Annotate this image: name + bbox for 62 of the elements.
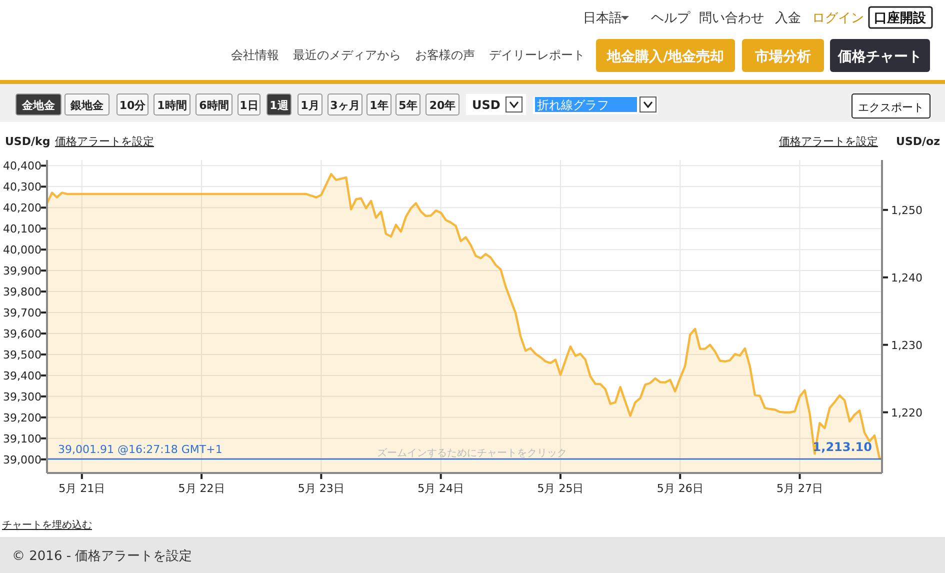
text: 折れ線グラフ: [537, 98, 609, 112]
text: 金地金: [21, 99, 56, 112]
y-tick-label: 39,300: [3, 390, 42, 404]
y-tick-label: 39,700: [3, 306, 42, 320]
text: USD: [472, 98, 500, 112]
x-tick-label: 5月 21日: [58, 482, 106, 495]
text: 1時間: [157, 99, 187, 112]
x-tick-label: 5月 26日: [656, 482, 704, 495]
text: 口座開設: [874, 10, 927, 26]
y-tick-label: 40,400: [3, 160, 42, 173]
x-tick-label: 5月 24日: [418, 482, 464, 495]
text: お客様の声: [415, 48, 475, 62]
text: 6時間: [199, 99, 229, 112]
y-tick-label: 39,000: [3, 453, 42, 466]
y-tick-label: 40,200: [3, 202, 42, 215]
text: 20年: [429, 99, 456, 112]
text: ヘルプ: [651, 11, 691, 26]
x-tick-label: 5月 22日: [178, 482, 225, 495]
y-tick-label: 39,600: [3, 327, 42, 340]
text: 1月: [300, 99, 320, 112]
text: 1週: [270, 99, 290, 112]
y2-tick-label: 1,250: [891, 204, 922, 217]
y-axis-title: USD/kg: [5, 135, 50, 148]
text: チャートを埋め込む: [2, 519, 92, 531]
x-tick-label: 5月 25日: [537, 482, 584, 495]
y2-tick-label: 1,220: [891, 406, 922, 420]
y-tick-label: 39,900: [3, 264, 42, 278]
text: 会社情報: [231, 48, 279, 62]
text: 地金購入/地金売却: [606, 49, 724, 65]
y-tick-label: 39,800: [3, 286, 42, 299]
text: 3ヶ月: [330, 99, 360, 112]
x-tick-label: 5月 23日: [298, 482, 344, 495]
text: 日本語: [583, 11, 622, 26]
annotation: ズームインするためにチャートをクリック: [377, 447, 567, 459]
y-tick-label: 39,500: [3, 348, 42, 362]
text: 市場分析: [754, 48, 811, 65]
text: 価格チャート: [837, 49, 922, 65]
text: 入金: [775, 11, 801, 26]
text: エクスポート: [858, 101, 924, 114]
ref-line-label: 39,001.91 @16:27:18 GMT+1: [58, 442, 222, 456]
text: 価格アラートを設定: [779, 135, 878, 148]
text: 5年: [398, 99, 418, 112]
y2-tick-label: 1,240: [891, 271, 922, 284]
text: 最近のメディアから: [293, 48, 401, 62]
text: 1年: [370, 99, 388, 112]
y2-axis-title: USD/oz: [896, 135, 940, 148]
text: 10分: [119, 99, 147, 112]
text: 1日: [240, 99, 258, 112]
y-tick-label: 40,100: [3, 222, 42, 236]
text: © 2016 - 価格アラートを設定: [12, 549, 192, 564]
y2-tick-label: 1,230: [891, 338, 922, 352]
text: デイリーレポート: [489, 48, 585, 62]
y-tick-label: 40,300: [3, 180, 42, 194]
text: 問い合わせ: [699, 11, 764, 26]
y-tick-label: 39,400: [3, 369, 42, 382]
y-tick-label: 40,000: [3, 244, 42, 257]
y-tick-label: 39,200: [3, 411, 42, 424]
y-tick-label: 39,100: [3, 432, 42, 446]
text: ログイン: [812, 11, 864, 26]
text: 銀地金: [70, 99, 104, 112]
text: 価格アラートを設定: [55, 135, 154, 148]
x-tick-label: 5月 27日: [776, 482, 823, 495]
